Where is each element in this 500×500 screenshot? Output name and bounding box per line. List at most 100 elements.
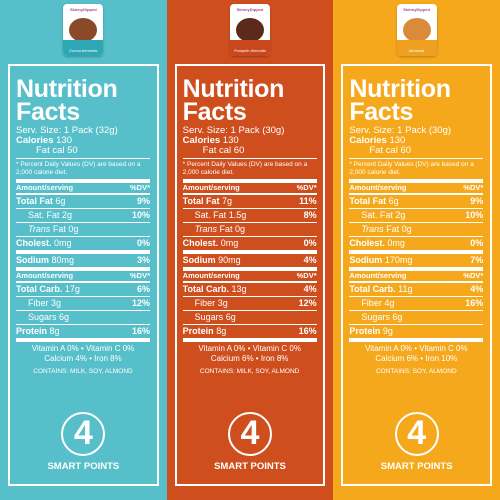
protein-row: Protein 9g — [349, 325, 484, 342]
cholesterol-row: Cholest. 0mg 0% — [349, 237, 484, 254]
total-fat-dv: 9% — [470, 196, 484, 206]
amount-header: Amount/serving %DV* — [182, 183, 317, 195]
total-fat-amount: 7g — [222, 196, 233, 206]
amount-header-left: Amount/serving — [16, 183, 74, 192]
sat-fat-label: Sat. Fat — [194, 210, 227, 220]
fiber-amount: 3g — [51, 298, 62, 308]
total-carb-amount: 11g — [398, 284, 413, 294]
fiber-amount: 4g — [384, 298, 395, 308]
total-fat-label: Total Fat — [16, 196, 53, 206]
sat-fat-dv: 10% — [465, 210, 484, 220]
sat-fat-dv: 10% — [131, 210, 150, 220]
vitamins-line-1: Vitamin A 0% • Vitamin C 0% — [365, 344, 468, 353]
bag-flavor-name: Cocoa Almonds — [69, 48, 98, 53]
sodium-dv: 4% — [303, 255, 317, 265]
cholesterol-dv: 0% — [303, 238, 317, 248]
amount-header-left: Amount/serving — [349, 183, 407, 192]
cholesterol-dv: 0% — [136, 238, 150, 248]
fiber-label: Fiber — [28, 298, 49, 308]
sodium-label: Sodium — [349, 255, 383, 265]
sugars-label: Sugars — [28, 312, 57, 322]
fiber-dv: 16% — [465, 298, 484, 308]
vitamins-line-1: Vitamin A 0% • Vitamin C 0% — [31, 344, 135, 353]
label-frame — [8, 64, 159, 486]
bag-product-image — [402, 18, 431, 42]
amount-header-2-right: %DV* — [296, 271, 317, 280]
nutrition-label: Nutrition Facts Serv. Size: 1 Pack (30g)… — [349, 77, 484, 376]
trans-fat-label: Trans — [28, 224, 51, 234]
label-frame — [341, 64, 492, 486]
total-carb-label: Total Carb. — [182, 284, 229, 294]
cholesterol-dv: 0% — [470, 238, 484, 248]
fat-calories: Fat cal 60 — [349, 146, 484, 159]
cholesterol-label: Cholest. — [182, 238, 219, 248]
amount-header: Amount/serving %DV* — [16, 183, 150, 195]
sodium-amount: 170mg — [384, 255, 413, 265]
sugars-amount: 6g — [392, 312, 403, 322]
fiber-row: Fiber 3g 12% — [182, 297, 317, 311]
sat-fat-amount: 2g — [62, 210, 73, 220]
amount-header-left: Amount/serving — [182, 183, 240, 192]
total-carb-amount: 13g — [231, 284, 247, 294]
amount-header-right: %DV* — [463, 183, 484, 192]
fiber-dv: 12% — [298, 298, 317, 308]
sat-fat-row: Sat. Fat 2g 10% — [16, 209, 150, 223]
total-carb-dv: 4% — [303, 284, 317, 294]
total-fat-dv: 9% — [136, 196, 150, 206]
bag-product-image — [235, 18, 264, 42]
allergen-contains: CONTAINS: MILK, SOY, ALMOND — [33, 368, 133, 375]
total-fat-dv: 11% — [299, 196, 317, 206]
trans-fat-row: Trans Fat 0g — [182, 223, 317, 237]
serving-size: Serv. Size: 1 Pack (32g) — [16, 125, 118, 136]
cholesterol-amount: 0mg — [54, 238, 72, 248]
sugars-row: Sugars 6g — [182, 311, 317, 325]
smart-points-badge: 4 — [394, 412, 439, 456]
nutrition-label: Nutrition Facts Serv. Size: 1 Pack (32g)… — [16, 77, 150, 376]
total-carb-row: Total Carb. 11g 4% — [349, 283, 484, 297]
bag-strip: Almonds — [396, 40, 437, 56]
amount-header-2: Amount/serving %DV* — [16, 271, 150, 283]
product-bag-image: SkinnyDipped Cocoa Almonds — [63, 4, 104, 56]
total-fat-label: Total Fat — [349, 196, 387, 206]
dv-note: * Percent Daily Values (DV) are based on… — [349, 161, 484, 183]
total-carb-dv: 6% — [136, 284, 150, 294]
protein-amount: 8g — [216, 326, 227, 336]
bag-brand: SkinnyDipped — [236, 7, 264, 12]
calories-row: Calories 130 — [349, 136, 483, 146]
protein-dv: 16% — [131, 326, 150, 336]
fat-calories: Fat cal 60 — [182, 146, 317, 159]
protein-row: Protein 8g 16% — [182, 325, 317, 342]
protein-label: Protein — [182, 326, 214, 336]
calories-value: 130 — [56, 135, 72, 146]
trans-fat-row: Trans Fat 0g — [16, 223, 150, 237]
serving-size: Serv. Size: 1 Pack (30g) — [182, 125, 285, 136]
smart-points-label: SMART POINTS — [47, 461, 120, 472]
amount-header: Amount/serving %DV* — [349, 183, 484, 195]
amount-header-2-right: %DV* — [463, 271, 484, 280]
vitamins-line-2: Calcium 4% • Iron 8% — [44, 354, 122, 363]
trans-fat-amount: Fat 0g — [219, 224, 246, 234]
smart-points-badge: 4 — [61, 412, 106, 456]
sodium-label: Sodium — [16, 255, 49, 265]
bag-brand: SkinnyDipped — [403, 7, 430, 12]
calories-label: Calories — [182, 135, 221, 146]
total-fat-amount: 6g — [388, 196, 399, 206]
smart-points-badge: 4 — [227, 412, 272, 456]
sat-fat-row: Sat. Fat 1.5g 8% — [182, 209, 317, 223]
total-carb-label: Total Carb. — [16, 284, 63, 294]
protein-amount: 8g — [49, 326, 60, 336]
total-carb-label: Total Carb. — [349, 284, 396, 294]
total-carb-row: Total Carb. 13g 4% — [182, 283, 317, 297]
sodium-row: Sodium 80mg 3% — [16, 254, 150, 271]
sugars-amount: 6g — [59, 312, 70, 322]
sodium-row: Sodium 170mg 7% — [349, 254, 484, 271]
label-frame — [174, 64, 326, 486]
sodium-dv: 7% — [470, 255, 484, 265]
fiber-dv: 12% — [131, 298, 150, 308]
fiber-amount: 3g — [217, 298, 228, 308]
cholesterol-row: Cholest. 0mg 0% — [182, 237, 317, 254]
bag-brand: SkinnyDipped — [69, 7, 97, 12]
trans-fat-amount: Fat 0g — [52, 224, 79, 234]
product-bag-image: SkinnyDipped Pumpkin Almonds — [229, 4, 270, 56]
